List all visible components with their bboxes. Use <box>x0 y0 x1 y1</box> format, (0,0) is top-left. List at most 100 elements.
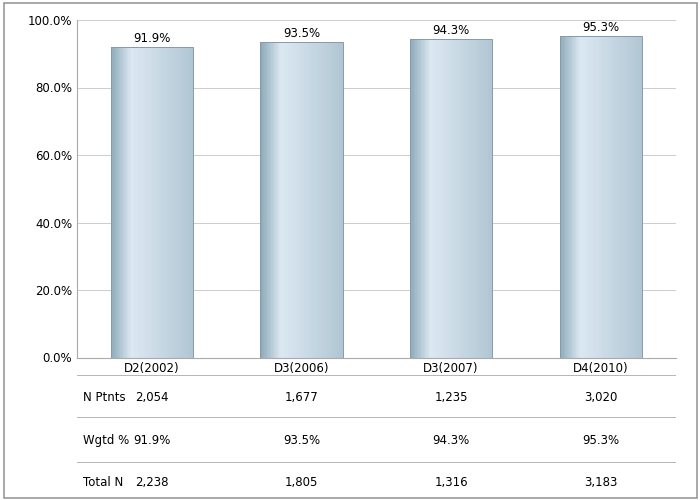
Bar <box>155 48 156 358</box>
Bar <box>465 39 466 358</box>
Bar <box>160 48 162 358</box>
Bar <box>269 42 270 358</box>
Bar <box>599 36 601 358</box>
Bar <box>418 39 419 358</box>
Bar <box>629 36 631 358</box>
Bar <box>454 39 455 358</box>
Bar <box>163 48 164 358</box>
Bar <box>433 39 435 358</box>
Bar <box>491 39 492 358</box>
Bar <box>586 36 587 358</box>
Bar <box>308 42 309 358</box>
Bar <box>339 42 340 358</box>
Text: 95.3%: 95.3% <box>582 434 620 446</box>
Bar <box>444 39 446 358</box>
Bar <box>321 42 322 358</box>
Bar <box>617 36 619 358</box>
Bar <box>569 36 570 358</box>
Bar <box>186 48 188 358</box>
Text: 94.3%: 94.3% <box>433 434 470 446</box>
Bar <box>573 36 575 358</box>
Bar <box>293 42 295 358</box>
Bar <box>436 39 438 358</box>
Bar <box>281 42 282 358</box>
Bar <box>486 39 488 358</box>
Bar <box>488 39 489 358</box>
Bar <box>582 36 583 358</box>
Bar <box>189 48 190 358</box>
Bar <box>188 48 189 358</box>
Bar <box>145 48 146 358</box>
Bar <box>138 48 139 358</box>
Bar <box>564 36 565 358</box>
Bar <box>603 36 605 358</box>
Bar <box>176 48 178 358</box>
Bar <box>415 39 416 358</box>
Bar <box>610 36 612 358</box>
Text: 94.3%: 94.3% <box>433 24 470 37</box>
Bar <box>587 36 588 358</box>
Bar <box>272 42 274 358</box>
Bar <box>575 36 576 358</box>
Bar <box>164 48 165 358</box>
Bar <box>131 48 132 358</box>
Bar <box>282 42 284 358</box>
Bar <box>632 36 634 358</box>
Bar <box>592 36 594 358</box>
Bar <box>619 36 620 358</box>
Bar <box>304 42 306 358</box>
Bar <box>315 42 316 358</box>
Text: 1,677: 1,677 <box>285 391 318 404</box>
Bar <box>628 36 629 358</box>
Bar <box>580 36 582 358</box>
Bar <box>606 36 608 358</box>
Bar <box>612 36 613 358</box>
Bar <box>561 36 562 358</box>
Bar <box>565 36 566 358</box>
Bar <box>341 42 342 358</box>
Bar <box>616 36 617 358</box>
Bar <box>472 39 473 358</box>
Bar <box>139 48 141 358</box>
Bar <box>622 36 624 358</box>
Bar <box>300 42 302 358</box>
Bar <box>295 42 296 358</box>
Bar <box>298 42 299 358</box>
Bar <box>285 42 286 358</box>
Bar <box>568 36 569 358</box>
Bar <box>316 42 318 358</box>
Bar <box>636 36 638 358</box>
Bar <box>595 36 596 358</box>
Bar <box>274 42 275 358</box>
Bar <box>631 36 632 358</box>
Bar <box>267 42 269 358</box>
Bar <box>410 39 412 358</box>
Bar <box>120 48 122 358</box>
Bar <box>326 42 328 358</box>
Bar <box>113 48 115 358</box>
Bar <box>639 36 640 358</box>
Bar <box>440 39 442 358</box>
Bar <box>438 39 439 358</box>
Bar <box>447 39 448 358</box>
Bar <box>279 42 281 358</box>
Bar <box>608 36 609 358</box>
Bar <box>615 36 616 358</box>
Bar <box>328 42 329 358</box>
Text: 1,316: 1,316 <box>434 476 468 490</box>
Bar <box>596 36 598 358</box>
Bar <box>142 48 144 358</box>
Bar <box>265 42 266 358</box>
Bar <box>579 36 580 358</box>
Bar <box>134 48 135 358</box>
Text: N Ptnts: N Ptnts <box>83 391 125 404</box>
Bar <box>167 48 168 358</box>
Bar <box>601 36 602 358</box>
Text: Wgtd %: Wgtd % <box>83 434 130 446</box>
Text: 1,235: 1,235 <box>434 391 468 404</box>
Bar <box>419 39 421 358</box>
Bar <box>175 48 176 358</box>
Bar <box>183 48 185 358</box>
Bar <box>340 42 341 358</box>
Bar <box>190 48 192 358</box>
